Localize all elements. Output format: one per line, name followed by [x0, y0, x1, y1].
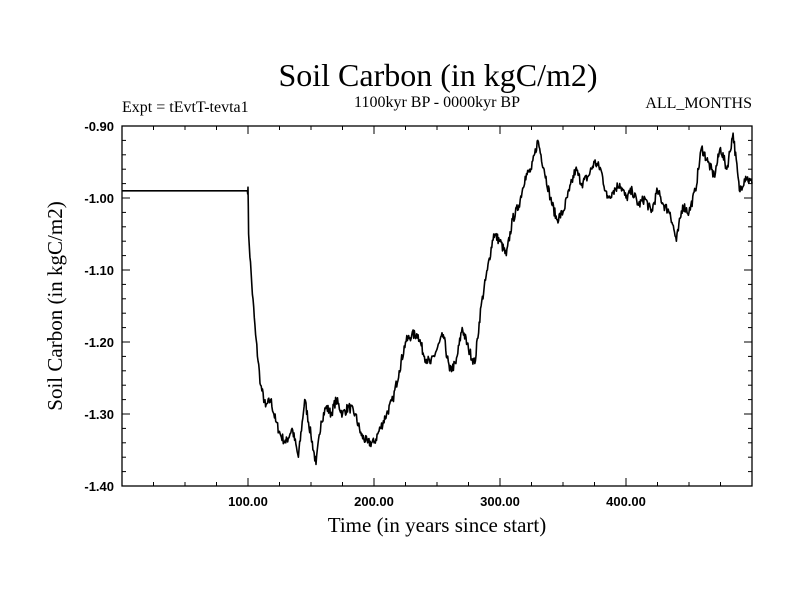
y-tick-label: -1.20 [84, 335, 114, 350]
data-line-soil-carbon [122, 132, 753, 466]
months-label: ALL_MONTHS [645, 95, 752, 112]
axis-tick-labels: 100.00 200.00 300.00 400.00 -0.90 -1.00 -1.10 -… [84, 119, 646, 509]
experiment-label: Expt = tEvtT-tevta1 [122, 99, 249, 116]
y-tick-label: -1.30 [84, 407, 114, 422]
x-tick-label: 100.00 [228, 494, 268, 509]
axis-ticks [122, 126, 752, 486]
plot-frame [121, 125, 753, 487]
x-tick-label: 400.00 [606, 494, 646, 509]
chart-title: Soil Carbon (in kgC/m2) [278, 57, 597, 93]
y-tick-label: -1.00 [84, 191, 114, 206]
x-tick-label: 300.00 [480, 494, 520, 509]
time-range-label: 1100kyr BP - 0000kyr BP [354, 94, 520, 111]
y-axis-label: Soil Carbon (in kgC/m2) [43, 201, 67, 410]
y-tick-label: -0.90 [84, 119, 114, 134]
x-tick-label: 200.00 [354, 494, 394, 509]
x-axis-label: Time (in years since start) [328, 513, 547, 537]
y-tick-label: -1.40 [84, 479, 114, 494]
y-tick-label: -1.10 [84, 263, 114, 278]
